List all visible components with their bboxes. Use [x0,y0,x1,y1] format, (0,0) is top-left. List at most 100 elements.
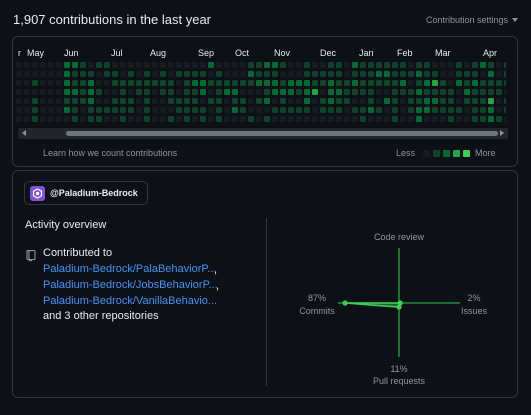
contribution-day-cell[interactable] [136,71,142,77]
contribution-day-cell[interactable] [56,116,62,122]
contribution-day-cell[interactable] [280,71,286,77]
contribution-day-cell[interactable] [200,62,206,68]
contribution-day-cell[interactable] [440,116,446,122]
contribution-day-cell[interactable] [264,98,270,104]
contribution-day-cell[interactable] [296,62,302,68]
contribution-day-cell[interactable] [344,107,350,113]
contribution-day-cell[interactable] [448,71,454,77]
contribution-day-cell[interactable] [104,71,110,77]
contribution-day-cell[interactable] [160,116,166,122]
contribution-day-cell[interactable] [400,116,406,122]
contribution-day-cell[interactable] [120,107,126,113]
contribution-day-cell[interactable] [424,80,430,86]
contribution-day-cell[interactable] [168,116,174,122]
contribution-day-cell[interactable] [472,107,478,113]
contribution-day-cell[interactable] [400,89,406,95]
contribution-day-cell[interactable] [328,71,334,77]
contribution-day-cell[interactable] [112,80,118,86]
contribution-day-cell[interactable] [256,89,262,95]
contribution-day-cell[interactable] [152,116,158,122]
contribution-day-cell[interactable] [200,80,206,86]
contribution-day-cell[interactable] [192,80,198,86]
contribution-day-cell[interactable] [160,71,166,77]
contribution-day-cell[interactable] [160,80,166,86]
contribution-day-cell[interactable] [64,80,70,86]
contribution-day-cell[interactable] [40,89,46,95]
contribution-day-cell[interactable] [376,116,382,122]
contribution-day-cell[interactable] [496,89,502,95]
contribution-day-cell[interactable] [288,71,294,77]
contribution-day-cell[interactable] [168,80,174,86]
contribution-day-cell[interactable] [128,98,134,104]
contribution-day-cell[interactable] [296,80,302,86]
contribution-day-cell[interactable] [304,71,310,77]
contribution-day-cell[interactable] [32,116,38,122]
contribution-day-cell[interactable] [416,71,422,77]
contribution-day-cell[interactable] [88,80,94,86]
contribution-day-cell[interactable] [80,98,86,104]
contribution-day-cell[interactable] [320,98,326,104]
contribution-day-cell[interactable] [80,80,86,86]
contribution-day-cell[interactable] [360,71,366,77]
contribution-day-cell[interactable] [16,116,22,122]
contribution-day-cell[interactable] [472,89,478,95]
contribution-day-cell[interactable] [16,71,22,77]
contribution-day-cell[interactable] [96,116,102,122]
contribution-day-cell[interactable] [392,116,398,122]
contribution-day-cell[interactable] [208,116,214,122]
contribution-day-cell[interactable] [344,98,350,104]
contribution-day-cell[interactable] [464,98,470,104]
contribution-day-cell[interactable] [152,80,158,86]
contribution-day-cell[interactable] [88,98,94,104]
contribution-day-cell[interactable] [488,71,494,77]
contribution-day-cell[interactable] [352,62,358,68]
contribution-day-cell[interactable] [376,98,382,104]
contribution-day-cell[interactable] [488,62,494,68]
scroll-right-icon[interactable] [500,130,504,136]
contribution-day-cell[interactable] [224,89,230,95]
contribution-day-cell[interactable] [64,107,70,113]
contribution-day-cell[interactable] [232,80,238,86]
contribution-day-cell[interactable] [320,89,326,95]
contribution-day-cell[interactable] [296,89,302,95]
contribution-day-cell[interactable] [432,71,438,77]
contribution-day-cell[interactable] [240,71,246,77]
contribution-day-cell[interactable] [184,98,190,104]
contribution-day-cell[interactable] [96,71,102,77]
contribution-day-cell[interactable] [360,98,366,104]
contribution-day-cell[interactable] [208,98,214,104]
contribution-day-cell[interactable] [376,62,382,68]
contribution-day-cell[interactable] [328,89,334,95]
contribution-day-cell[interactable] [456,116,462,122]
contribution-day-cell[interactable] [312,89,318,95]
contribution-day-cell[interactable] [320,116,326,122]
contribution-day-cell[interactable] [376,107,382,113]
contribution-day-cell[interactable] [456,71,462,77]
contribution-day-cell[interactable] [168,62,174,68]
contribution-day-cell[interactable] [160,62,166,68]
contribution-day-cell[interactable] [264,62,270,68]
contribution-day-cell[interactable] [192,71,198,77]
contribution-day-cell[interactable] [448,89,454,95]
contribution-day-cell[interactable] [16,89,22,95]
contribution-day-cell[interactable] [320,62,326,68]
contribution-day-cell[interactable] [328,62,334,68]
contribution-day-cell[interactable] [352,80,358,86]
scroll-left-icon[interactable] [22,130,26,136]
contribution-day-cell[interactable] [240,98,246,104]
contribution-day-cell[interactable] [176,71,182,77]
contribution-day-cell[interactable] [352,116,358,122]
contribution-day-cell[interactable] [216,98,222,104]
contribution-day-cell[interactable] [248,89,254,95]
contribution-day-cell[interactable] [440,80,446,86]
contribution-day-cell[interactable] [368,98,374,104]
contribution-day-cell[interactable] [368,62,374,68]
contribution-day-cell[interactable] [256,98,262,104]
contribution-day-cell[interactable] [456,89,462,95]
contribution-day-cell[interactable] [208,80,214,86]
contribution-day-cell[interactable] [72,80,78,86]
contribution-day-cell[interactable] [296,98,302,104]
contribution-day-cell[interactable] [176,107,182,113]
contribution-day-cell[interactable] [248,62,254,68]
contribution-day-cell[interactable] [144,71,150,77]
